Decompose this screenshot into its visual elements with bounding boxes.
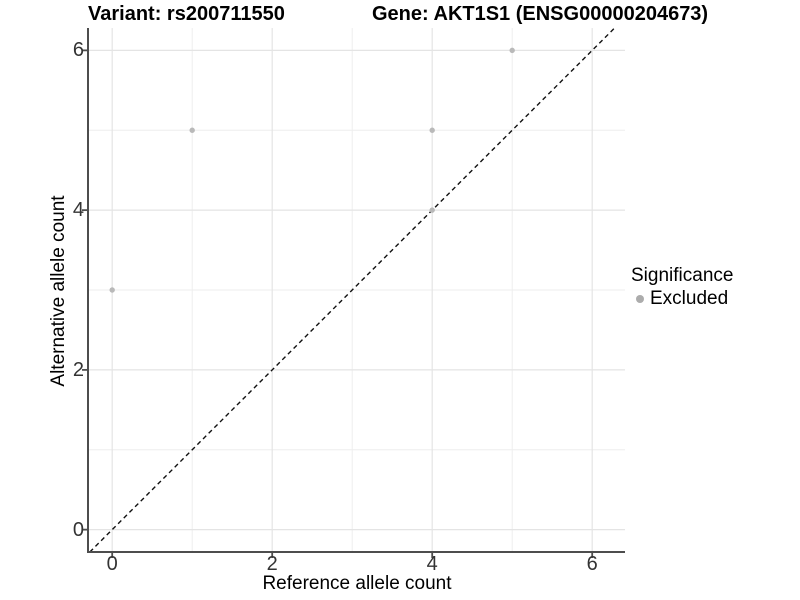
- y-tick-label: 4: [72, 199, 84, 222]
- x-axis-title: Reference allele count: [262, 573, 452, 594]
- data-point: [509, 47, 515, 54]
- y-tick-label: 6: [72, 39, 84, 62]
- y-axis-title: Alternative allele count: [48, 195, 69, 387]
- y-tick-label: 2: [72, 358, 84, 381]
- data-point: [429, 127, 435, 133]
- legend-title: Significance: [631, 265, 734, 286]
- x-tick-label: 6: [586, 553, 598, 575]
- data-point: [189, 127, 195, 133]
- data-point: [429, 207, 435, 213]
- y-tick-label: 0: [72, 518, 84, 541]
- gene-title: Gene: AKT1S1 (ENSG00000204673): [372, 3, 709, 25]
- variant-title: Variant: rs200711550: [88, 3, 285, 25]
- x-tick-label: 2: [266, 553, 278, 575]
- x-tick-label: 0: [106, 553, 118, 575]
- data-point: [109, 287, 115, 293]
- identity-line: [89, 27, 616, 553]
- x-tick-label: 4: [426, 553, 438, 575]
- excluded-point-icon: [636, 294, 644, 303]
- legend-item-excluded: Excluded: [631, 287, 733, 310]
- legend: Significance Excluded: [631, 264, 733, 310]
- legend-item-label: Excluded: [650, 287, 729, 309]
